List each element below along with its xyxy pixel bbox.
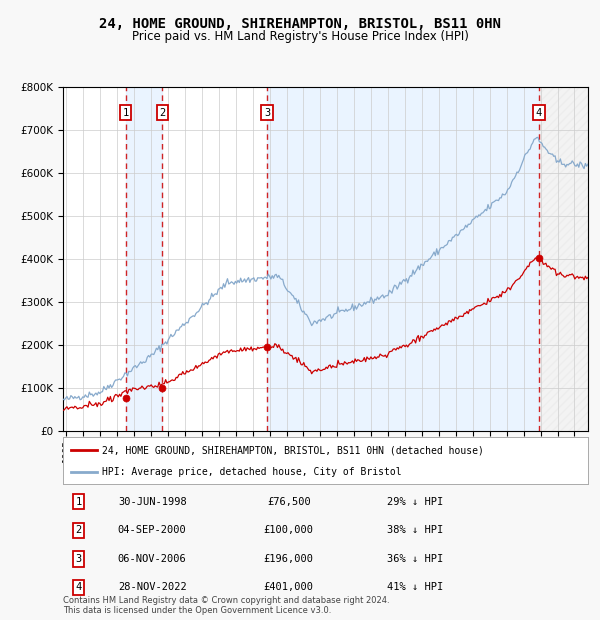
Text: Price paid vs. HM Land Registry's House Price Index (HPI): Price paid vs. HM Land Registry's House … (131, 30, 469, 43)
Text: 3: 3 (76, 554, 82, 564)
Text: 3: 3 (264, 108, 270, 118)
Text: 1: 1 (122, 108, 129, 118)
Text: Contains HM Land Registry data © Crown copyright and database right 2024.
This d: Contains HM Land Registry data © Crown c… (63, 596, 389, 615)
Text: 28-NOV-2022: 28-NOV-2022 (118, 582, 187, 593)
Text: 2: 2 (76, 525, 82, 536)
Text: £401,000: £401,000 (264, 582, 314, 593)
Bar (267, 87, 539, 431)
Text: 36% ↓ HPI: 36% ↓ HPI (386, 554, 443, 564)
Text: 4: 4 (536, 108, 542, 118)
Bar (539, 87, 588, 431)
Text: 1: 1 (76, 497, 82, 507)
Bar (125, 87, 163, 431)
Text: 29% ↓ HPI: 29% ↓ HPI (386, 497, 443, 507)
Text: 04-SEP-2000: 04-SEP-2000 (118, 525, 187, 536)
Text: 24, HOME GROUND, SHIREHAMPTON, BRISTOL, BS11 0HN (detached house): 24, HOME GROUND, SHIREHAMPTON, BRISTOL, … (103, 445, 484, 455)
Text: 41% ↓ HPI: 41% ↓ HPI (386, 582, 443, 593)
Text: 24, HOME GROUND, SHIREHAMPTON, BRISTOL, BS11 0HN: 24, HOME GROUND, SHIREHAMPTON, BRISTOL, … (99, 17, 501, 32)
Text: HPI: Average price, detached house, City of Bristol: HPI: Average price, detached house, City… (103, 467, 402, 477)
Text: £100,000: £100,000 (264, 525, 314, 536)
Text: 38% ↓ HPI: 38% ↓ HPI (386, 525, 443, 536)
Text: 2: 2 (159, 108, 166, 118)
Text: 4: 4 (76, 582, 82, 593)
Text: 30-JUN-1998: 30-JUN-1998 (118, 497, 187, 507)
Text: £76,500: £76,500 (267, 497, 311, 507)
Text: 06-NOV-2006: 06-NOV-2006 (118, 554, 187, 564)
Text: £196,000: £196,000 (264, 554, 314, 564)
